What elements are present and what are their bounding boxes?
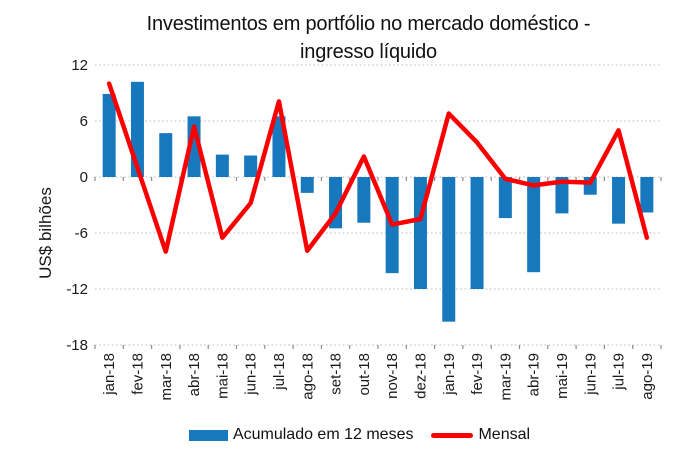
bar-jun-18 <box>244 155 258 177</box>
x-tick-label-mai-18: mai-18 <box>214 353 231 399</box>
x-tick-label-jan-19: jan-19 <box>441 353 458 396</box>
bar-fev-19 <box>470 177 484 289</box>
x-tick-label-jun-19: jun-19 <box>582 353 599 396</box>
x-tick-label-abr-18: abr-18 <box>186 353 203 396</box>
x-tick-label-ago-18: ago-18 <box>299 353 316 400</box>
x-tick-label-jan-18: jan-18 <box>101 353 118 396</box>
chart-title-line2: ingresso líquido <box>300 41 437 63</box>
x-tick-label-fev-18: fev-18 <box>129 353 146 395</box>
x-tick-label-dez-18: dez-18 <box>412 353 429 399</box>
legend-line-swatch <box>431 432 474 438</box>
y-tick-label: 0 <box>80 169 88 186</box>
bar-out-18 <box>357 177 371 223</box>
x-tick-label-mar-19: mar-19 <box>497 353 514 401</box>
y-tick-label: -12 <box>66 281 88 298</box>
bar-mar-19 <box>498 177 512 219</box>
bar-mar-18 <box>159 133 173 177</box>
x-tick-label-mar-18: mar-18 <box>158 353 175 401</box>
x-tick-label-ago-19: ago-19 <box>639 353 656 400</box>
y-tick-label: -6 <box>75 225 88 242</box>
legend-line-label: Mensal <box>478 426 531 443</box>
x-tick-label-nov-18: nov-18 <box>384 353 401 399</box>
bar-mai-19 <box>555 177 569 214</box>
bar-ago-19 <box>640 177 654 213</box>
x-tick-label-jul-19: jul-19 <box>611 353 628 391</box>
mensal-line <box>106 81 650 254</box>
bar-jan-19 <box>442 177 456 322</box>
x-tick-label-jun-18: jun-18 <box>243 353 260 396</box>
y-tick-label: 6 <box>80 113 88 130</box>
y-tick-label: -18 <box>66 337 88 354</box>
x-tick-label-set-18: set-18 <box>328 353 345 395</box>
x-tick-label-mai-19: mai-19 <box>554 353 571 399</box>
y-tick-label: 12 <box>71 57 88 74</box>
bar-abr-19 <box>527 177 541 273</box>
bar-jul-18 <box>272 116 286 177</box>
x-tick-label-jul-18: jul-18 <box>271 353 288 391</box>
bar-jan-18 <box>102 93 116 177</box>
x-tick-label-abr-19: abr-19 <box>526 353 543 396</box>
bar-jul-19 <box>612 177 626 224</box>
chart-title-line1: Investimentos em portfólio no mercado do… <box>146 13 591 35</box>
x-tick-label-fev-19: fev-19 <box>469 353 486 395</box>
bar-ago-18 <box>300 177 314 193</box>
chart-title: Investimentos em portfólio no mercado do… <box>60 10 677 66</box>
bar-mai-18 <box>215 154 229 177</box>
legend-bar-swatch <box>188 429 228 441</box>
legend: Acumulado em 12 meses Mensal <box>0 426 687 444</box>
legend-bar-label: Acumulado em 12 meses <box>232 426 414 443</box>
x-tick-label-out-18: out-18 <box>356 353 373 396</box>
